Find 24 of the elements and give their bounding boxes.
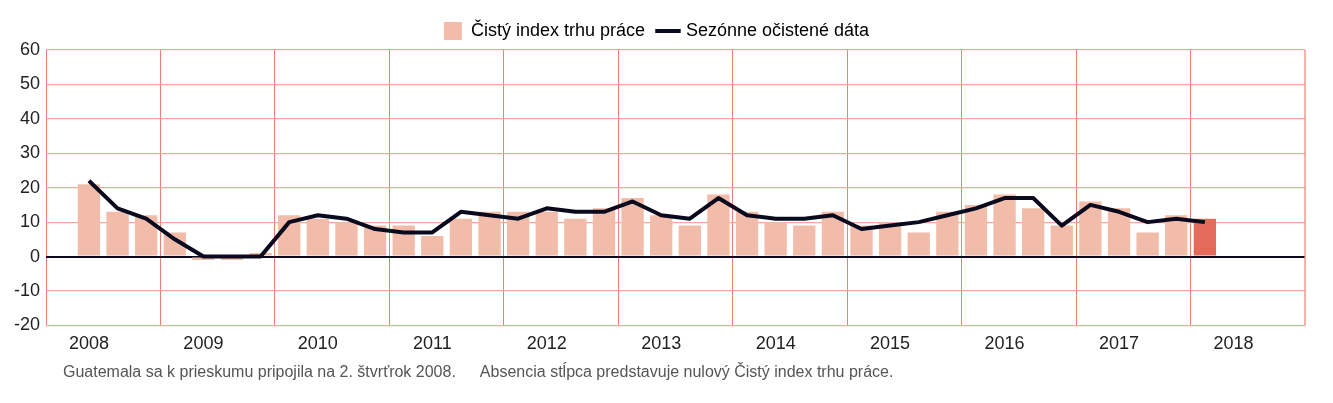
legend-label: Sezónne očistené dáta xyxy=(685,19,871,40)
x-tick-label: 2013 xyxy=(641,333,682,354)
x-tick-label: 2012 xyxy=(526,333,567,354)
y-tick-label: -20 xyxy=(14,314,41,335)
legend-label: Čistý index trhu práce xyxy=(470,18,645,40)
y-tick-label: 20 xyxy=(19,176,41,197)
x-tick-label: 2009 xyxy=(183,333,224,354)
y-tick-label: 60 xyxy=(19,38,41,59)
y-tick-label: 50 xyxy=(19,73,41,94)
x-tick-label: 2017 xyxy=(1098,333,1140,354)
y-tick-label: 10 xyxy=(19,211,41,232)
x-tick-label: 2014 xyxy=(755,333,796,354)
x-tick-label: 2008 xyxy=(68,333,109,354)
y-tick-label: 40 xyxy=(19,107,41,128)
x-tick-label: 2010 xyxy=(297,333,338,354)
text: Absencia stĺpca predstavuje nulový Čistý index trhu práce. xyxy=(479,363,894,381)
y-tick-label: 0 xyxy=(30,245,41,266)
x-tick-label: 2011 xyxy=(412,333,452,354)
x-tick-label: 2015 xyxy=(870,333,911,354)
x-tick-label: 2016 xyxy=(984,333,1025,354)
y-tick-label: 30 xyxy=(19,142,41,163)
y-tick-label: -10 xyxy=(14,279,41,300)
text: Guatemala sa k prieskumu pripojila na 2. štvrťrok 2008. xyxy=(63,363,456,381)
x-tick-label: 2018 xyxy=(1213,333,1254,354)
